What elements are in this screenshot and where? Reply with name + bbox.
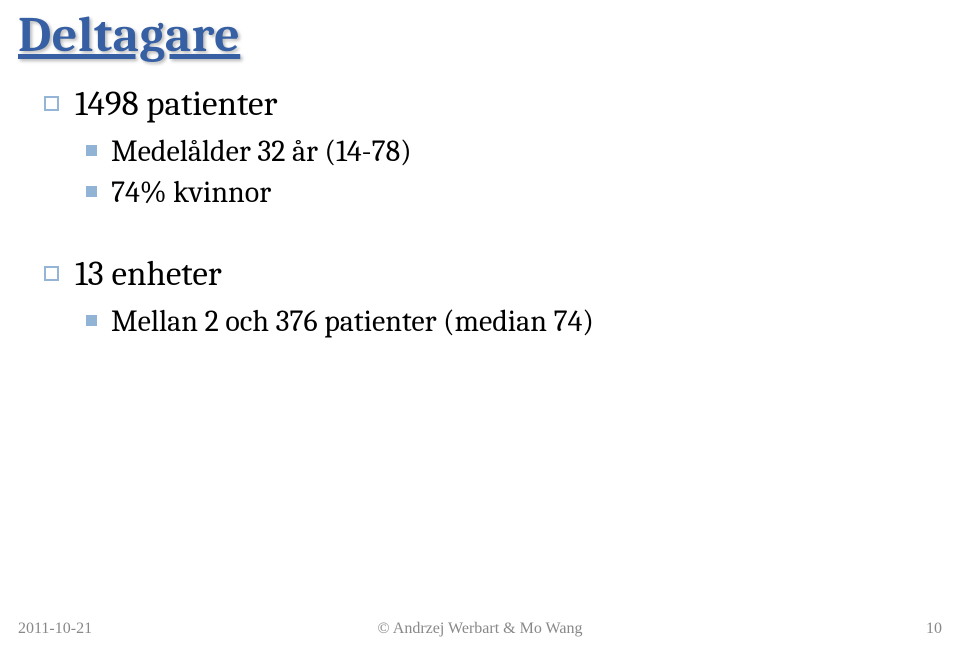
spacer (44, 214, 916, 252)
list-item: Medelålder 32 år (14-78) (86, 132, 916, 171)
list-item: 13 enheter (44, 252, 916, 296)
slide-title: Deltagare (18, 6, 240, 64)
bullet-text: Mellan 2 och 376 patienter (median 74) (111, 302, 594, 341)
bullet-text: 74% kvinnor (111, 173, 271, 212)
slide: Deltagare 1498 patienter Medelålder 32 å… (0, 0, 960, 648)
slide-content: 1498 patienter Medelålder 32 år (14-78) … (44, 82, 916, 343)
slide-footer: 2011-10-21 © Andrzej Werbart & Mo Wang 1… (0, 616, 960, 638)
bullet-text: Medelålder 32 år (14-78) (111, 132, 412, 171)
square-fill-icon (86, 145, 97, 156)
list-item: 1498 patienter (44, 82, 916, 126)
footer-page-number: 10 (926, 620, 942, 638)
square-fill-icon (86, 315, 97, 326)
bullet-text: 13 enheter (75, 252, 222, 296)
bullet-text: 1498 patienter (75, 82, 277, 126)
square-fill-icon (86, 186, 97, 197)
square-outline-icon (44, 96, 59, 111)
list-item: 74% kvinnor (86, 173, 916, 212)
square-outline-icon (44, 266, 59, 281)
footer-author: © Andrzej Werbart & Mo Wang (0, 620, 960, 638)
list-item: Mellan 2 och 376 patienter (median 74) (86, 302, 916, 341)
